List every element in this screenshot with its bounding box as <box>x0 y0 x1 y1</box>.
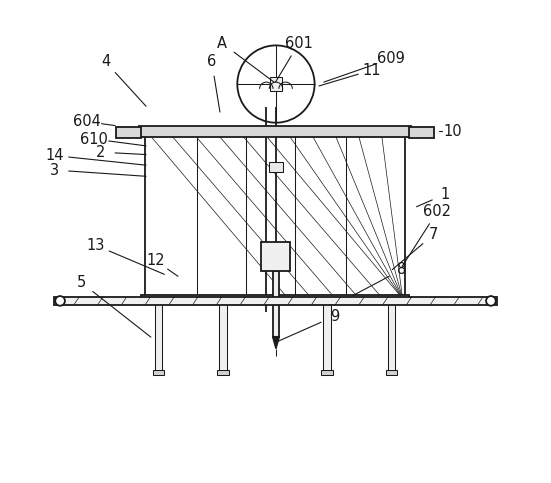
Text: 10: 10 <box>444 124 462 139</box>
Text: 5: 5 <box>77 275 86 290</box>
Bar <box>270 77 282 91</box>
Text: 9: 9 <box>330 309 339 324</box>
Text: 4: 4 <box>101 54 110 70</box>
Text: 11: 11 <box>363 62 381 78</box>
Text: 7: 7 <box>429 227 439 242</box>
Text: 602: 602 <box>423 204 451 219</box>
Polygon shape <box>273 337 279 349</box>
Text: 6: 6 <box>207 54 217 70</box>
Bar <box>116 127 141 138</box>
Bar <box>155 300 163 372</box>
Bar <box>409 127 434 138</box>
Bar <box>145 131 405 299</box>
Text: 1: 1 <box>441 186 450 202</box>
Text: 610: 610 <box>80 131 109 147</box>
Text: 609: 609 <box>376 51 404 67</box>
Bar <box>321 370 333 375</box>
Text: A: A <box>218 36 228 51</box>
Circle shape <box>55 296 65 306</box>
Bar <box>153 370 164 375</box>
Text: 601: 601 <box>285 36 312 51</box>
Bar <box>323 300 331 372</box>
Bar <box>386 370 397 375</box>
Bar <box>55 297 496 305</box>
Circle shape <box>486 296 496 306</box>
Bar <box>269 162 283 172</box>
Bar <box>141 295 409 304</box>
Text: 2: 2 <box>96 144 105 160</box>
Text: 12: 12 <box>147 253 165 269</box>
Text: 604: 604 <box>73 114 101 129</box>
Text: 8: 8 <box>397 262 407 277</box>
Bar <box>217 370 229 375</box>
Text: 14: 14 <box>45 148 63 163</box>
Bar <box>387 300 395 372</box>
Text: 13: 13 <box>87 238 105 253</box>
Bar <box>273 271 279 337</box>
Text: 3: 3 <box>50 162 59 178</box>
Bar <box>139 126 410 137</box>
Bar <box>219 300 227 372</box>
Bar <box>262 242 290 271</box>
